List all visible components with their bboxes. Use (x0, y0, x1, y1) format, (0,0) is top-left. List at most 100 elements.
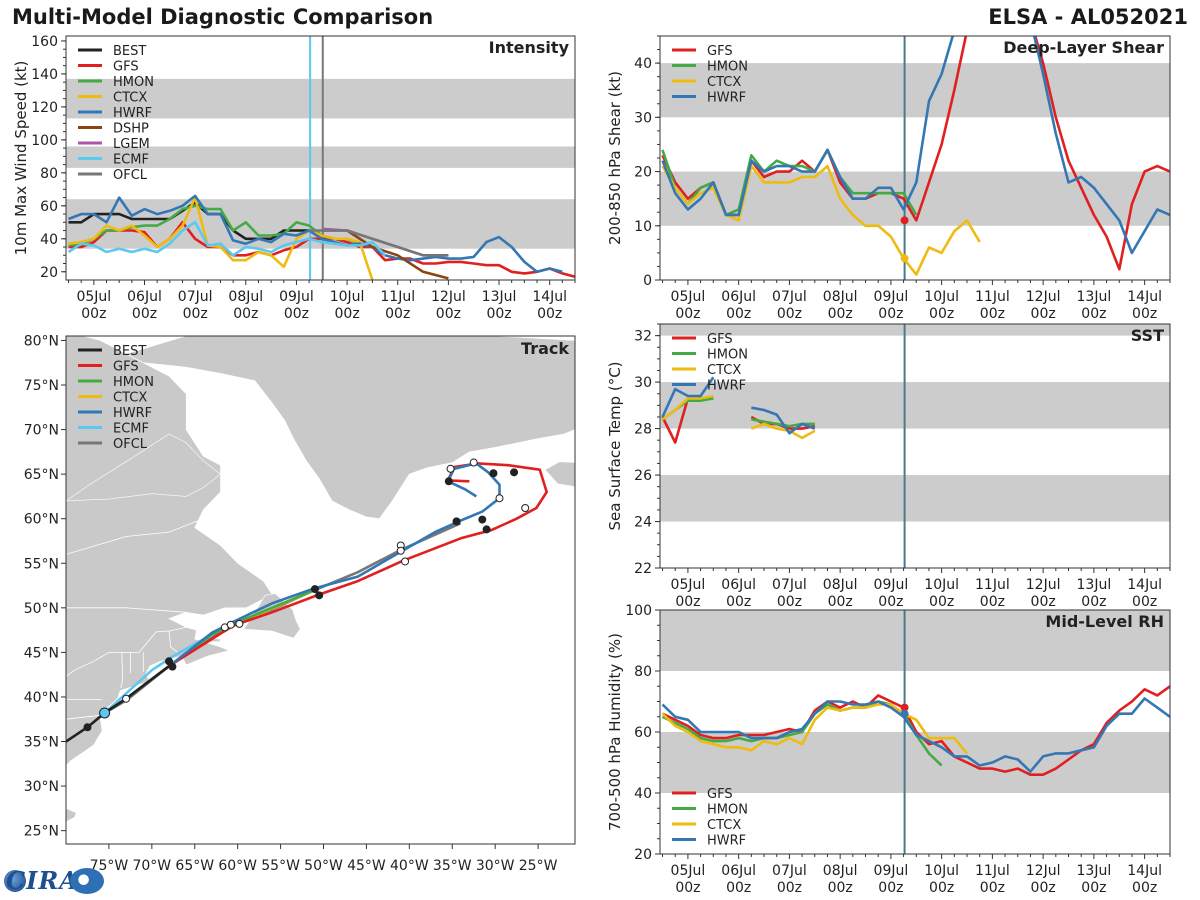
chart-sst: 22242628303205Jul00z06Jul00z07Jul00z08Ju… (606, 323, 1171, 610)
x-tick-label: 06Jul (127, 289, 162, 305)
y-tick-label: 26 (634, 468, 652, 484)
legend-label: OFCL (113, 168, 148, 183)
x-tick-sublabel: 00z (537, 306, 562, 322)
series-line-hwrf (751, 406, 816, 435)
x-tick-sublabel: 00z (929, 306, 954, 322)
land-shape (66, 808, 77, 823)
legend-label: GFS (113, 360, 139, 375)
plot-area (660, 324, 1170, 568)
x-tick-label: 10Jul (924, 863, 959, 879)
lon-tick-label: 40°W (390, 858, 429, 874)
track-position-marker (444, 477, 453, 486)
track-position-marker (489, 469, 498, 478)
lon-tick-label: 75°W (90, 858, 129, 874)
y-tick-label: 10 (634, 219, 652, 235)
series-line-gfs (661, 36, 1170, 271)
x-tick-sublabel: 00z (980, 880, 1005, 896)
lat-tick-label: 45°N (24, 645, 59, 661)
lat-tick-label: 50°N (24, 601, 59, 617)
x-tick-sublabel: 00z (436, 306, 461, 322)
legend-label: ECMF (113, 153, 149, 168)
legend-label: CTCX (113, 91, 147, 106)
y-tick-label: 40 (634, 56, 652, 72)
x-tick-label: 13Jul (1077, 289, 1112, 305)
legend-label: BEST (113, 344, 146, 359)
x-tick-sublabel: 00z (132, 306, 157, 322)
x-tick-label: 05Jul (671, 863, 706, 879)
x-tick-sublabel: 00z (878, 880, 903, 896)
series-line-ecmf (67, 221, 387, 257)
x-tick-label: 10Jul (330, 289, 365, 305)
track-position-marker (235, 619, 244, 628)
track-position-marker (83, 723, 92, 732)
y-tick-label: 20 (634, 165, 652, 181)
x-tick-label: 05Jul (671, 577, 706, 593)
x-tick-label: 06Jul (721, 863, 756, 879)
chart-intensity: 2040608010012014016005Jul00z06Jul00z07Ju… (12, 34, 576, 322)
y-tick-label: 20 (634, 847, 652, 863)
cira-globe-icon (4, 870, 26, 892)
series-line-ctcx (661, 164, 981, 276)
legend-label: LGEM (113, 137, 150, 152)
x-tick-sublabel: 00z (335, 306, 360, 322)
legend-label: HWRF (707, 834, 746, 849)
cira-swirl-icon (70, 868, 104, 894)
y-tick-label: 20 (40, 265, 58, 281)
x-tick-label: 07Jul (772, 863, 807, 879)
x-tick-sublabel: 00z (726, 880, 751, 896)
shaded-band (66, 78, 575, 119)
x-tick-sublabel: 00z (1132, 306, 1157, 322)
x-tick-sublabel: 00z (1132, 880, 1157, 896)
track-position-marker (495, 494, 504, 503)
x-tick-sublabel: 00z (828, 306, 853, 322)
x-tick-label: 09Jul (874, 577, 909, 593)
legend-label: GFS (707, 332, 733, 347)
legend-label: HWRF (707, 379, 746, 394)
x-tick-label: 12Jul (1026, 863, 1061, 879)
panel-title: Mid-Level RH (1045, 612, 1164, 631)
lat-tick-label: 25°N (24, 824, 59, 840)
lon-tick-label: 50°W (304, 858, 343, 874)
border-line (168, 627, 187, 632)
track-position-marker (99, 707, 111, 719)
x-tick-sublabel: 00z (980, 594, 1005, 610)
data-marker-gfs (900, 703, 909, 712)
track-position-marker (168, 662, 177, 671)
legend-label: HMON (707, 60, 748, 75)
track-position-marker (122, 694, 131, 703)
legend-label: HMON (707, 348, 748, 363)
series-line-ctcx (750, 422, 816, 440)
track-position-marker (226, 620, 235, 629)
land-shape (66, 433, 221, 502)
land-shape (66, 336, 273, 844)
x-tick-label: 10Jul (924, 289, 959, 305)
y-axis-label: 10m Max Wind Speed (kt) (12, 61, 30, 256)
lon-tick-label: 70°W (132, 858, 171, 874)
x-tick-label: 14Jul (1127, 863, 1162, 879)
border-line (120, 652, 124, 689)
x-tick-sublabel: 00z (675, 306, 700, 322)
y-tick-label: 32 (634, 329, 652, 345)
legend-label: CTCX (707, 818, 741, 833)
plot-area (660, 36, 1170, 280)
x-tick-sublabel: 00z (878, 594, 903, 610)
series-line-hwrf (68, 194, 563, 274)
x-tick-label: 12Jul (1026, 289, 1061, 305)
track-position-marker (469, 458, 478, 467)
y-tick-label: 28 (634, 422, 652, 438)
x-tick-label: 09Jul (874, 289, 909, 305)
track-position-marker (396, 546, 405, 555)
shaded-band (660, 324, 1170, 336)
x-tick-label: 07Jul (772, 577, 807, 593)
series-line-ctcx (661, 394, 714, 421)
chart-track: 75°W 70°W 65°W 60°W 55°W 50°W 45°W 40°W 35°W 30°W… (24, 333, 576, 874)
x-tick-label: 09Jul (279, 289, 314, 305)
x-tick-label: 07Jul (178, 289, 213, 305)
x-tick-sublabel: 00z (183, 306, 208, 322)
x-tick-label: 14Jul (532, 289, 567, 305)
x-tick-label: 11Jul (975, 863, 1010, 879)
y-tick-label: 60 (634, 725, 652, 741)
shaded-band (660, 475, 1170, 522)
data-marker-ctcx (900, 254, 909, 263)
x-tick-sublabel: 00z (675, 594, 700, 610)
